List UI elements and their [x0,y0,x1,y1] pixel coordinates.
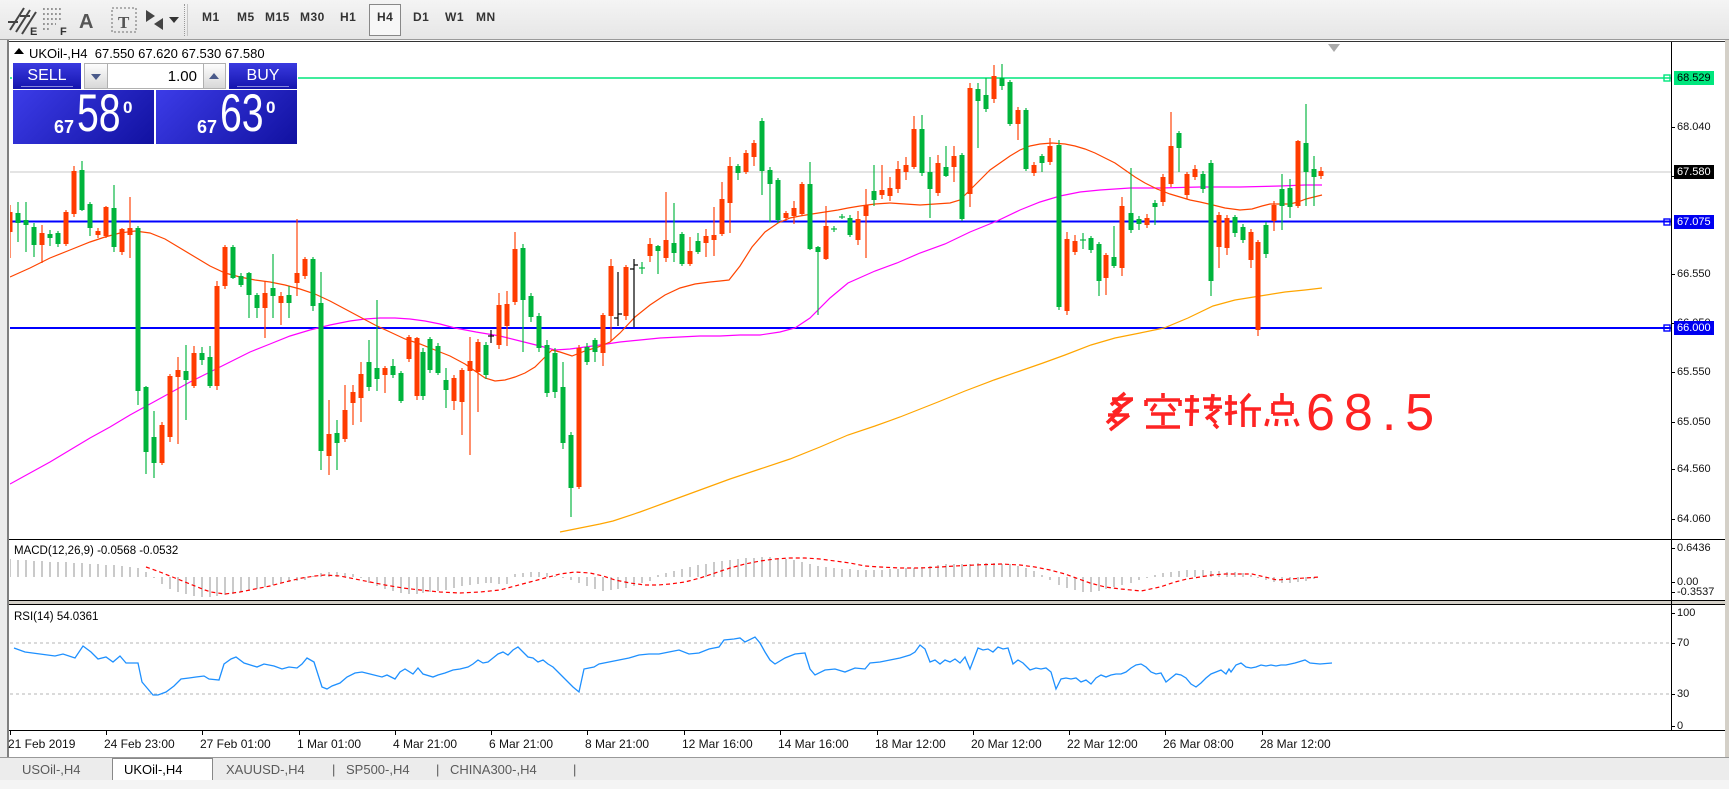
svg-text:A: A [79,11,93,33]
svg-text:E: E [30,26,37,38]
svg-text:MACD(12,26,9) -0.0568 -0.0532: MACD(12,26,9) -0.0568 -0.0532 [14,545,178,557]
svg-text:T: T [118,13,130,32]
svg-text:F: F [60,26,67,38]
svg-text:68.5: 68.5 [1306,384,1443,442]
svg-text:RSI(14) 54.0361: RSI(14) 54.0361 [14,611,98,623]
